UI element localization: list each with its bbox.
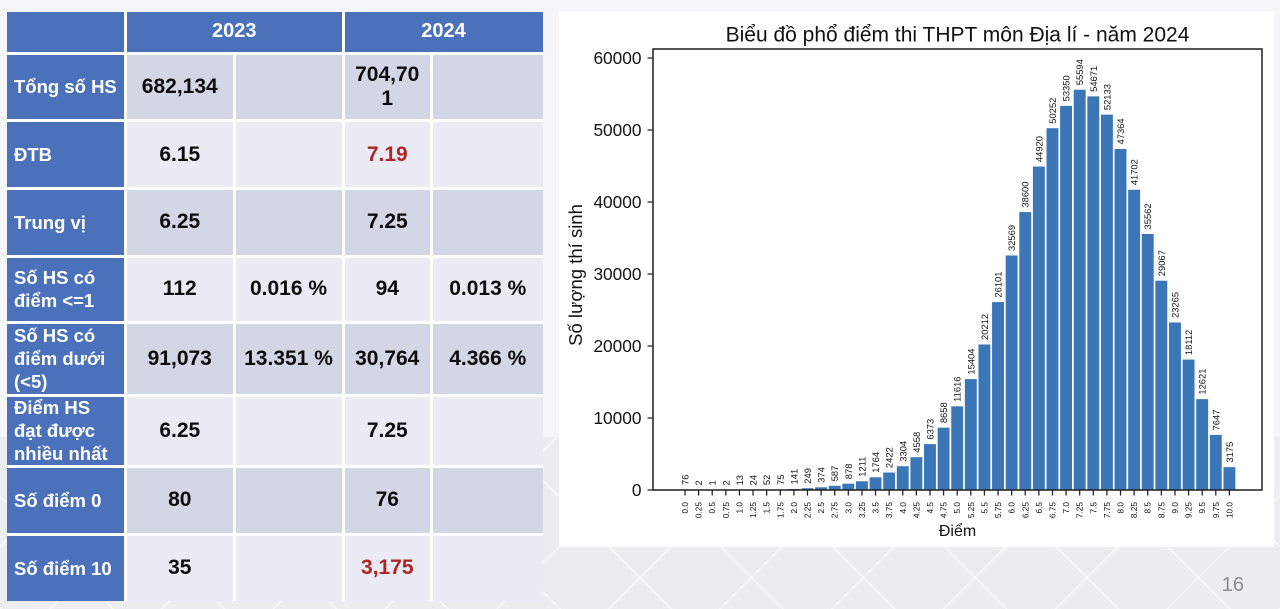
svg-text:9.0: 9.0 [1170, 502, 1180, 514]
svg-text:Biểu đồ phổ điểm thi THPT môn: Biểu đồ phổ điểm thi THPT môn Địa lí - n… [726, 24, 1190, 47]
svg-text:3.25: 3.25 [857, 502, 867, 519]
svg-text:53350: 53350 [1061, 75, 1072, 101]
svg-text:7.0: 7.0 [1061, 502, 1071, 514]
svg-text:29067: 29067 [1156, 250, 1167, 276]
svg-text:20212: 20212 [979, 314, 990, 340]
svg-text:12621: 12621 [1197, 369, 1208, 395]
svg-text:4.5: 4.5 [925, 502, 935, 514]
svg-text:7647: 7647 [1210, 410, 1221, 431]
svg-text:18112: 18112 [1183, 330, 1194, 355]
svg-text:2: 2 [693, 480, 704, 485]
svg-text:7.5: 7.5 [1088, 502, 1098, 514]
svg-text:8.75: 8.75 [1156, 502, 1166, 519]
svg-text:5.25: 5.25 [966, 502, 976, 519]
svg-text:35562: 35562 [1142, 203, 1153, 229]
svg-text:1764: 1764 [870, 452, 881, 473]
svg-text:2: 2 [720, 480, 731, 485]
svg-text:50252: 50252 [1047, 98, 1058, 124]
svg-text:76: 76 [680, 475, 691, 485]
svg-text:9.5: 9.5 [1197, 502, 1207, 514]
svg-text:13: 13 [734, 475, 745, 485]
svg-text:6.25: 6.25 [1020, 502, 1030, 519]
svg-text:3175: 3175 [1224, 442, 1235, 463]
svg-text:47364: 47364 [1115, 118, 1126, 144]
svg-text:6373: 6373 [924, 419, 935, 440]
svg-text:38600: 38600 [1020, 182, 1031, 208]
svg-text:8658: 8658 [938, 402, 949, 423]
svg-text:6.75: 6.75 [1047, 502, 1057, 519]
svg-text:9.25: 9.25 [1184, 502, 1194, 519]
svg-text:5.0: 5.0 [952, 502, 962, 514]
svg-text:141: 141 [788, 469, 799, 485]
svg-text:52: 52 [761, 475, 772, 485]
svg-text:32569: 32569 [1006, 225, 1017, 251]
svg-text:3.0: 3.0 [843, 502, 853, 514]
svg-text:1.25: 1.25 [748, 502, 758, 519]
svg-text:0.5: 0.5 [707, 502, 717, 514]
svg-text:8.25: 8.25 [1129, 502, 1139, 519]
svg-text:3.5: 3.5 [871, 502, 881, 514]
svg-text:15404: 15404 [965, 349, 976, 375]
svg-text:4558: 4558 [911, 432, 922, 453]
svg-text:6.5: 6.5 [1034, 502, 1044, 514]
svg-text:52133: 52133 [1101, 84, 1112, 110]
svg-text:Số lượng thí sinh: Số lượng thí sinh [565, 204, 586, 346]
svg-text:4.0: 4.0 [898, 502, 908, 514]
svg-text:2.25: 2.25 [802, 502, 812, 519]
svg-text:40000: 40000 [593, 192, 641, 212]
svg-text:7.75: 7.75 [1102, 502, 1112, 519]
svg-text:0.0: 0.0 [680, 502, 690, 514]
svg-text:75: 75 [775, 475, 786, 485]
svg-text:30000: 30000 [593, 264, 641, 284]
svg-text:374: 374 [816, 467, 827, 483]
svg-text:3304: 3304 [897, 441, 908, 462]
svg-text:60000: 60000 [593, 48, 641, 68]
svg-text:249: 249 [802, 468, 813, 484]
svg-text:0: 0 [632, 480, 642, 500]
svg-text:1: 1 [707, 480, 718, 485]
svg-text:2.5: 2.5 [816, 502, 826, 514]
svg-text:2.75: 2.75 [830, 502, 840, 519]
svg-text:1.75: 1.75 [775, 502, 785, 519]
svg-text:587: 587 [829, 466, 840, 482]
svg-text:7.25: 7.25 [1075, 502, 1085, 519]
svg-text:50000: 50000 [593, 120, 641, 140]
svg-text:20000: 20000 [593, 336, 641, 356]
svg-text:26101: 26101 [993, 271, 1004, 297]
svg-text:878: 878 [843, 464, 854, 480]
svg-text:8.5: 8.5 [1143, 502, 1153, 514]
svg-text:55594: 55594 [1074, 59, 1085, 85]
svg-text:3.75: 3.75 [884, 502, 894, 519]
svg-text:4.75: 4.75 [939, 502, 949, 519]
svg-text:5.5: 5.5 [979, 502, 989, 514]
svg-text:1211: 1211 [856, 457, 867, 477]
svg-text:2.0: 2.0 [789, 502, 799, 514]
svg-text:6.0: 6.0 [1007, 502, 1017, 514]
svg-text:Điểm: Điểm [939, 522, 976, 540]
svg-text:9.75: 9.75 [1211, 502, 1221, 519]
svg-text:41702: 41702 [1129, 159, 1140, 185]
svg-text:11616: 11616 [952, 376, 963, 401]
svg-text:5.75: 5.75 [993, 502, 1003, 519]
svg-text:44920: 44920 [1033, 136, 1044, 162]
svg-text:4.25: 4.25 [911, 502, 921, 519]
svg-text:23265: 23265 [1169, 292, 1180, 318]
svg-text:0.75: 0.75 [721, 502, 731, 519]
svg-text:24: 24 [748, 475, 759, 485]
svg-text:54671: 54671 [1088, 66, 1099, 92]
svg-text:0.25: 0.25 [694, 502, 704, 519]
svg-text:2422: 2422 [884, 447, 895, 468]
svg-text:10.0: 10.0 [1224, 502, 1234, 519]
svg-text:8.0: 8.0 [1116, 502, 1126, 514]
svg-text:10000: 10000 [593, 408, 641, 428]
svg-text:1.0: 1.0 [734, 502, 744, 514]
svg-text:1.5: 1.5 [762, 502, 772, 514]
